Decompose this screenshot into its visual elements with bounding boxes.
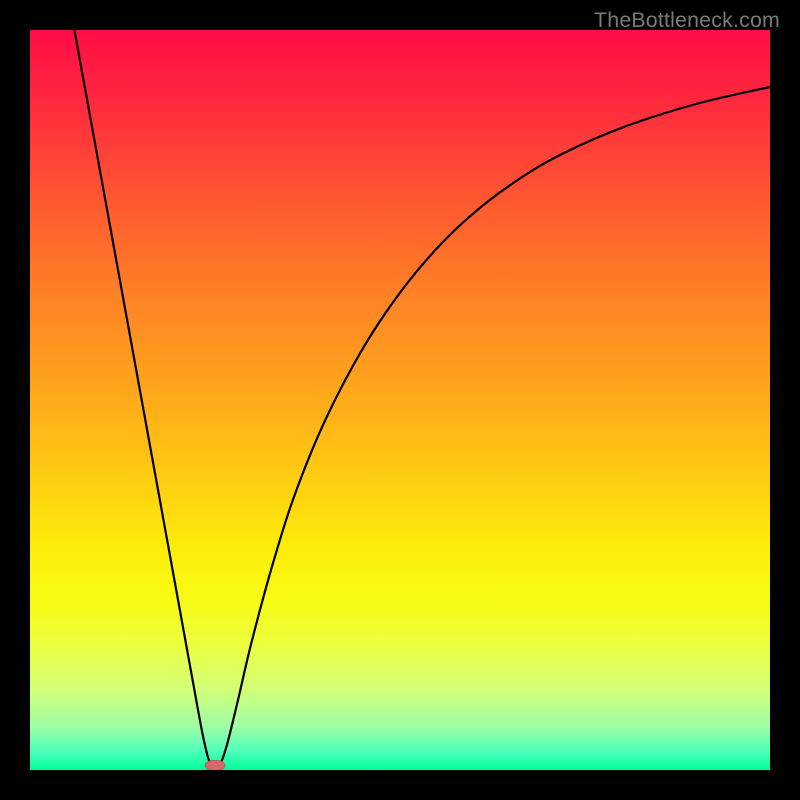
minimum-marker	[205, 760, 225, 770]
watermark-text: TheBottleneck.com	[594, 8, 780, 33]
plot-area	[30, 30, 770, 770]
chart-svg	[30, 30, 770, 770]
